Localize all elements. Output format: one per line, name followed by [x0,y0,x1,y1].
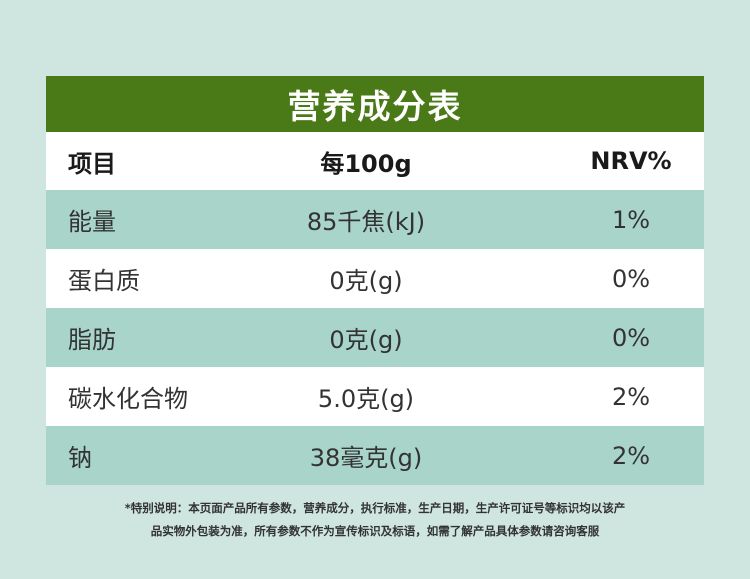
row-nrv: 2% [611,382,651,411]
table-header-row: 项目 每100g NRV% [46,132,704,190]
table-row: 碳水化合物 5.0克(g) 2% [46,367,704,426]
row-item: 蛋白质 [68,267,140,295]
row-nrv: 0% [611,264,651,293]
table-row: 能量 85千焦(kJ) 1% [46,190,704,249]
row-per100g: 38毫克(g) [309,444,423,472]
row-item: 碳水化合物 [68,385,188,413]
table-row: 钠 38毫克(g) 2% [46,426,704,485]
row-per100g: 5.0克(g) [317,385,415,413]
header-nrv: NRV% [590,147,672,175]
row-per100g: 85千焦(kJ) [306,208,426,236]
table-title: 营养成分表 [287,87,463,126]
row-item: 钠 [68,444,92,472]
footnote-line-2: 品实物外包装为准，所有参数不作为宣传标识及标语，如需了解产品具体参数请咨询客服 [150,524,600,538]
row-item: 脂肪 [68,326,116,354]
table-row: 脂肪 0克(g) 0% [46,308,704,367]
table-row: 蛋白质 0克(g) 0% [46,249,704,308]
row-per100g: 0克(g) [329,326,403,354]
row-item: 能量 [68,208,116,236]
row-per100g: 0克(g) [329,267,403,295]
footnote-line-1: *特别说明：本页面产品所有参数，营养成分，执行标准，生产日期，生产许可证号等标识… [124,501,626,515]
header-item: 项目 [68,149,116,178]
row-nrv: 2% [611,441,651,470]
row-nrv: 0% [611,323,651,352]
table-title-bar: 营养成分表 [46,76,704,132]
nutrition-table: 营养成分表 项目 每100g NRV% 能量 85千焦(kJ) 1% 蛋白质 0… [46,76,704,485]
header-per100g: 每100g [320,149,412,178]
row-nrv: 1% [611,205,651,234]
